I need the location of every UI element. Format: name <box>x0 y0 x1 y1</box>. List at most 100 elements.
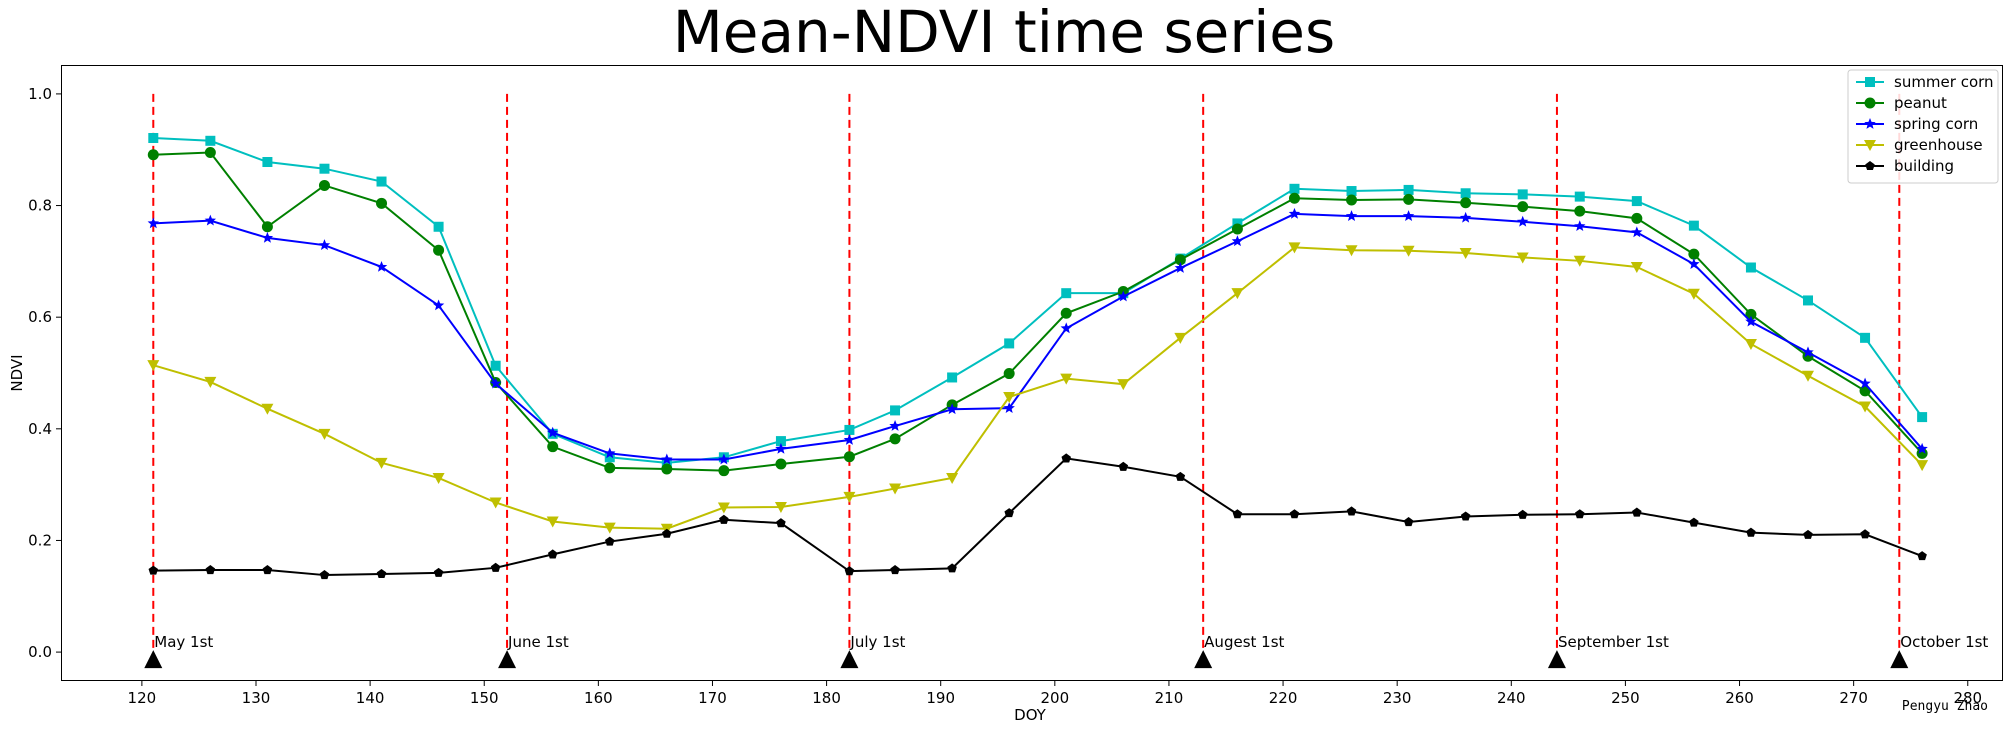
series-line <box>153 212 1923 461</box>
data-point <box>843 433 856 445</box>
data-point <box>147 149 159 161</box>
data-point <box>890 405 901 416</box>
data-point <box>717 502 730 514</box>
x-tick-label: 150 <box>470 689 499 707</box>
data-point <box>148 565 159 575</box>
data-point <box>844 566 855 576</box>
x-tick-label: 250 <box>1611 689 1640 707</box>
series-line <box>153 457 1923 577</box>
data-point <box>1232 509 1243 519</box>
legend-entry: building <box>1894 157 1954 175</box>
legend-entry: summer corn <box>1894 73 1994 91</box>
data-point <box>1574 205 1586 217</box>
data-point <box>1174 262 1187 273</box>
data-point <box>1687 288 1700 300</box>
data-point <box>1745 308 1757 320</box>
data-point <box>604 447 616 459</box>
data-point <box>946 403 958 415</box>
data-point <box>1345 245 1358 257</box>
axes: 120 130 140 150 160 170 180 190 200 210 220 230 240 2… <box>28 85 1982 707</box>
y-tick-label: 0.4 <box>28 420 52 438</box>
month-markers: May 1st June 1st July 1st Augest 1st Septemb… <box>144 93 1988 669</box>
data-point <box>718 465 730 477</box>
month-marker-triangle <box>1194 650 1213 669</box>
data-point <box>603 522 616 534</box>
x-tick-label: 280 <box>1953 689 1982 707</box>
data-point <box>1460 188 1471 199</box>
data-point <box>1174 332 1187 344</box>
x-tick-label: 210 <box>1155 689 1184 707</box>
data-point <box>1231 235 1244 247</box>
data-point <box>319 163 330 174</box>
data-point <box>889 433 901 445</box>
data-point <box>661 457 672 468</box>
legend-entry: spring corn <box>1894 115 1978 133</box>
data-point <box>1117 379 1130 391</box>
data-point <box>490 562 501 572</box>
series-line <box>153 137 1923 464</box>
data-point <box>1860 332 1871 343</box>
data-point <box>205 135 216 146</box>
series-summer-corn <box>148 133 1928 468</box>
data-point <box>318 179 330 191</box>
data-point <box>1917 412 1928 423</box>
data-point <box>1231 223 1243 235</box>
month-marker-triangle <box>1890 650 1909 669</box>
data-point <box>433 567 444 577</box>
data-point <box>376 176 387 187</box>
data-point <box>843 451 855 463</box>
legend-box <box>1847 69 1999 184</box>
x-tick-label: 260 <box>1725 689 1754 707</box>
x-tick-label: 120 <box>128 689 157 707</box>
data-point <box>1175 471 1186 481</box>
data-point <box>774 501 787 513</box>
data-point <box>147 217 159 229</box>
data-point <box>432 299 445 311</box>
data-point <box>147 360 160 372</box>
data-point <box>547 441 559 453</box>
y-tick-label: 0.0 <box>28 643 52 661</box>
data-point <box>1630 261 1643 273</box>
data-point <box>148 133 159 144</box>
legend-entry: peanut <box>1894 94 1947 112</box>
data-point <box>204 147 216 159</box>
y-tick-label: 0.2 <box>28 531 52 549</box>
data-point <box>1232 218 1243 229</box>
data-point <box>1859 401 1872 413</box>
data-point <box>433 221 444 232</box>
month-marker-label: Augest 1st <box>1204 633 1284 651</box>
data-point <box>775 458 787 470</box>
data-point <box>261 221 273 233</box>
x-axis-label: DOY <box>1014 706 1047 724</box>
data-point <box>1746 527 1756 537</box>
data-point <box>1517 509 1528 519</box>
month-marker-label: July 1st <box>849 633 905 651</box>
legend-marker <box>1865 77 1875 87</box>
data-point <box>546 516 559 528</box>
data-point <box>376 568 387 578</box>
data-point <box>1003 368 1015 380</box>
data-point <box>433 244 445 256</box>
data-point <box>889 483 902 495</box>
data-point <box>718 453 730 465</box>
data-point <box>1632 507 1642 517</box>
data-point <box>1403 193 1415 205</box>
data-point <box>1575 509 1585 519</box>
data-point <box>1174 254 1186 266</box>
plot-frame <box>61 65 2003 681</box>
data-point <box>1460 197 1472 209</box>
data-point <box>890 565 900 575</box>
series-group <box>147 133 1929 580</box>
data-point <box>1916 460 1929 472</box>
x-tick-label: 240 <box>1497 689 1526 707</box>
data-point <box>547 549 558 559</box>
x-tick-label: 190 <box>926 689 955 707</box>
data-point <box>1403 184 1414 195</box>
data-point <box>1744 338 1757 350</box>
legend-entry: greenhouse <box>1894 136 1983 154</box>
data-point <box>947 563 957 573</box>
series-greenhouse <box>147 242 1929 535</box>
data-point <box>604 452 615 463</box>
data-point <box>1631 196 1642 207</box>
data-point <box>1459 247 1472 259</box>
